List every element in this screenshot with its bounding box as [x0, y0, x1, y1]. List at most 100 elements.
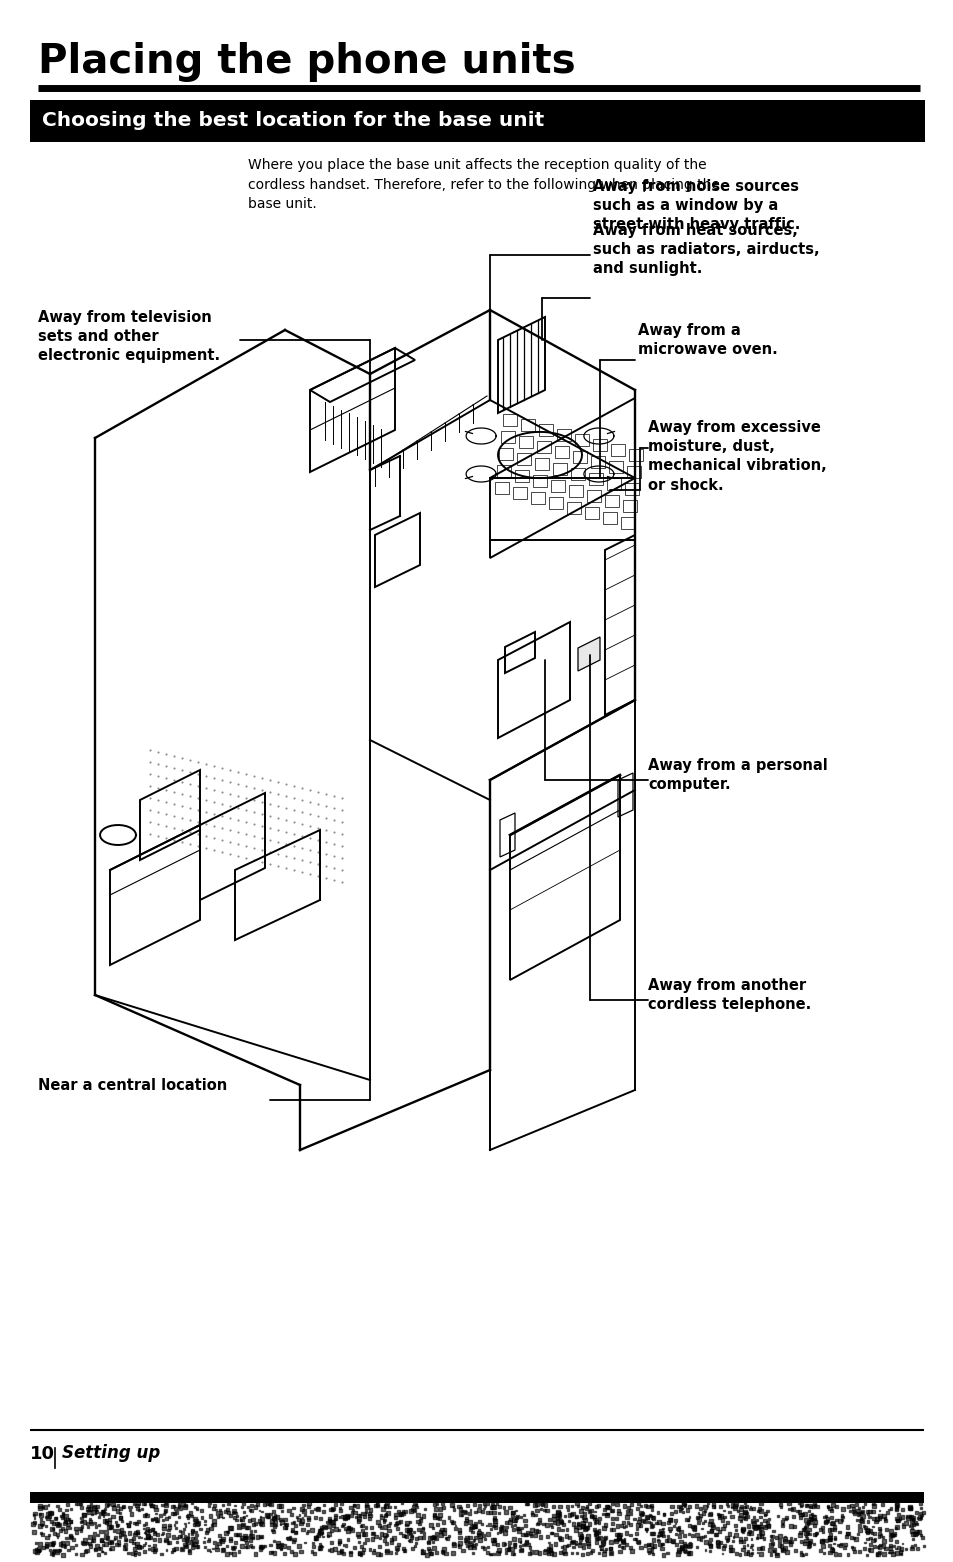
Point [478, 1512, 494, 1537]
Point [383, 1540, 398, 1562]
Point [750, 1514, 765, 1539]
Point [737, 1495, 752, 1520]
Point [736, 1534, 751, 1559]
Point [380, 1514, 395, 1539]
Point [466, 1492, 481, 1517]
Point [504, 1542, 519, 1562]
Point [630, 1529, 645, 1554]
Point [677, 1534, 692, 1559]
Point [822, 1521, 838, 1546]
Point [631, 1509, 646, 1534]
Point [745, 1515, 760, 1540]
Point [147, 1534, 162, 1559]
Point [660, 1528, 676, 1553]
Point [611, 1523, 626, 1548]
Point [569, 1540, 584, 1562]
Point [885, 1523, 901, 1548]
Point [609, 1506, 624, 1531]
Point [141, 1526, 156, 1551]
Point [388, 1540, 403, 1562]
Point [486, 1528, 501, 1553]
Point [475, 1520, 490, 1545]
Point [603, 1517, 618, 1542]
Point [579, 1493, 595, 1518]
Point [862, 1500, 877, 1525]
Point [428, 1540, 443, 1562]
Point [83, 1534, 98, 1559]
Point [857, 1529, 872, 1554]
Point [178, 1493, 193, 1518]
Point [43, 1537, 58, 1562]
Point [184, 1490, 199, 1515]
Point [527, 1523, 542, 1548]
Point [264, 1509, 279, 1534]
Point [76, 1503, 91, 1528]
Point [201, 1493, 216, 1518]
Point [543, 1540, 558, 1562]
Point [887, 1535, 902, 1560]
Point [93, 1520, 109, 1545]
Point [332, 1528, 347, 1553]
Point [822, 1517, 838, 1542]
Point [444, 1510, 459, 1535]
Point [479, 1540, 495, 1562]
Point [274, 1535, 289, 1560]
Point [708, 1521, 723, 1546]
Point [185, 1535, 200, 1560]
Point [370, 1492, 385, 1517]
Point [391, 1500, 406, 1525]
Bar [555, 447, 568, 458]
Point [254, 1506, 270, 1531]
Point [234, 1506, 250, 1531]
Point [267, 1504, 282, 1529]
Point [25, 1512, 40, 1537]
Point [69, 1542, 84, 1562]
Point [294, 1509, 310, 1534]
Point [835, 1496, 850, 1521]
Point [736, 1506, 751, 1531]
Bar [628, 448, 642, 461]
Point [729, 1500, 744, 1525]
Point [511, 1517, 526, 1542]
Point [409, 1495, 424, 1520]
Point [404, 1523, 419, 1548]
Point [362, 1498, 377, 1523]
Point [859, 1500, 874, 1525]
Point [318, 1515, 334, 1540]
Point [354, 1534, 369, 1559]
Point [797, 1501, 812, 1526]
Point [446, 1510, 461, 1535]
Point [122, 1509, 137, 1534]
Point [333, 1495, 348, 1520]
Point [45, 1531, 60, 1556]
Point [398, 1525, 414, 1550]
Point [184, 1521, 199, 1546]
Point [830, 1532, 845, 1557]
Point [859, 1542, 874, 1562]
Point [565, 1512, 580, 1537]
Point [904, 1506, 920, 1531]
Point [862, 1532, 878, 1557]
Point [387, 1495, 402, 1520]
Point [819, 1509, 834, 1534]
Point [660, 1510, 676, 1535]
Point [61, 1512, 76, 1537]
Point [677, 1493, 692, 1518]
Point [695, 1525, 710, 1550]
Point [274, 1493, 289, 1518]
Point [332, 1529, 347, 1554]
Point [546, 1542, 561, 1562]
Point [218, 1521, 233, 1546]
Point [481, 1512, 497, 1537]
Point [245, 1507, 260, 1532]
Point [180, 1506, 195, 1531]
Point [754, 1521, 769, 1546]
Point [230, 1515, 245, 1540]
Point [187, 1531, 202, 1556]
Point [295, 1498, 311, 1523]
Point [91, 1495, 106, 1520]
Point [188, 1520, 203, 1545]
Point [670, 1542, 685, 1562]
Point [598, 1495, 614, 1520]
Point [273, 1507, 288, 1532]
